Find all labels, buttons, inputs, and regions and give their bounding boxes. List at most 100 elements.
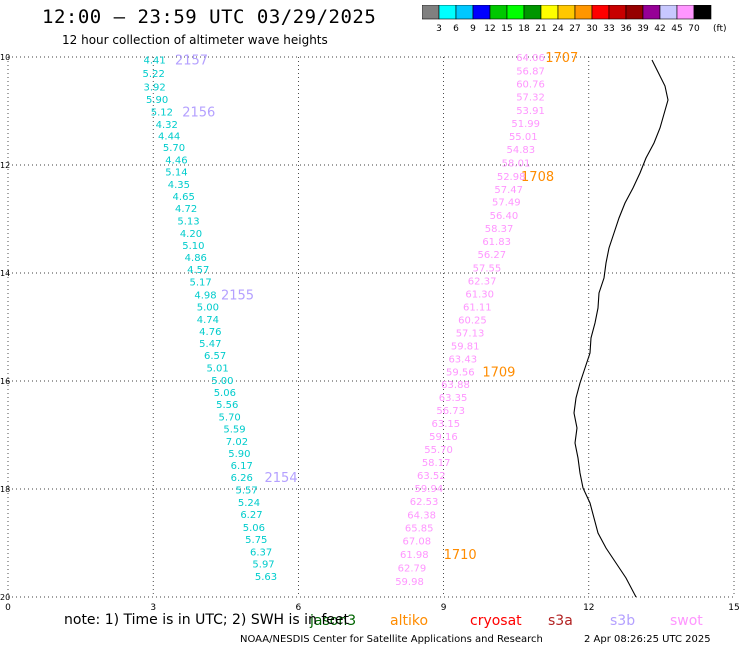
wave-height-label: 5.24	[238, 498, 260, 509]
wave-height-label: 6.57	[204, 351, 226, 362]
colorbar-tick-label: 12	[484, 24, 495, 34]
wave-height-label: 5.56	[216, 400, 238, 411]
wave-height-label: 5.75	[245, 535, 267, 546]
wave-height-label: 63.88	[441, 380, 470, 391]
x-tick-label: 15	[728, 603, 739, 613]
wave-height-label: 51.99	[511, 119, 540, 130]
y-tick-label: 10	[0, 53, 10, 62]
wave-height-label: 57.55	[473, 264, 502, 275]
pass-time-label: 1709	[482, 365, 515, 380]
wave-height-label: 4.44	[158, 131, 180, 142]
colorbar-tick-label: 36	[620, 24, 632, 34]
wave-height-label: 5.12	[151, 108, 173, 119]
wave-height-label: 59.98	[395, 577, 424, 588]
wave-height-label: 55.01	[509, 132, 538, 143]
x-tick-label: 9	[441, 603, 447, 613]
colorbar-legend: 3 6 9 12 15 18 21 24 27 30 33 36 39 42 45 70 (ft)	[422, 5, 727, 34]
colorbar-tick-label: 39	[637, 24, 649, 34]
wave-height-label: 57.49	[492, 198, 521, 209]
colorbar-tick-label: 9	[470, 24, 476, 34]
x-tick-label: 6	[296, 603, 302, 613]
wave-height-label: 54.83	[507, 145, 536, 156]
wave-height-label: 4.35	[168, 180, 190, 191]
wave-height-label: 60.76	[516, 79, 545, 90]
wave-height-label: 57.13	[456, 328, 485, 339]
colorbar-tick-label: 27	[569, 24, 580, 34]
wave-height-label: 5.01	[206, 364, 228, 375]
wave-height-label: 6.26	[231, 473, 253, 484]
wave-height-label: 62.53	[410, 497, 439, 508]
wave-height-label: 5.06	[243, 523, 265, 534]
wave-height-label: 64.06	[516, 53, 545, 64]
wave-height-label: 4.57	[187, 265, 209, 276]
coastline	[573, 59, 669, 598]
wave-height-label: 61.83	[482, 237, 511, 248]
wave-height-label: 61.30	[465, 290, 494, 301]
pass-time-label: 2154	[265, 471, 298, 486]
wave-height-label: 57.32	[516, 92, 545, 103]
wave-height-label: 5.70	[163, 143, 185, 154]
wave-height-label: 5.17	[190, 278, 212, 289]
credit-timestamp: 2 Apr 08:26:25 UTC 2025	[584, 634, 711, 645]
wave-height-label: 56.73	[436, 406, 465, 417]
wave-height-label: 55.70	[424, 445, 453, 456]
x-tick-label: 12	[583, 603, 594, 613]
wave-height-label: 5.00	[211, 376, 233, 387]
wave-height-label: 4.65	[173, 192, 195, 203]
pass-time-label: 1707	[545, 51, 578, 66]
wave-height-label: 4.32	[156, 120, 178, 131]
wave-height-label: 60.25	[458, 315, 487, 326]
colorbar-tick-label: 70	[688, 24, 700, 34]
note-prefix: note: 1) Time is in UTC; 2) SWH is in fe…	[64, 612, 350, 628]
colorbar-tick-label: 15	[501, 24, 512, 34]
colorbar-tick-label: 3	[436, 24, 442, 34]
colorbar-tick-label: 30	[586, 24, 598, 34]
wave-height-label: 5.14	[165, 167, 187, 178]
wave-height-label: 64.38	[407, 510, 436, 521]
colorbar-swatch	[693, 5, 712, 20]
wave-height-label: 5.97	[252, 560, 274, 571]
wave-height-label: 59.16	[429, 432, 458, 443]
wave-height-label: 63.35	[439, 393, 468, 404]
wave-height-label: 62.79	[398, 563, 427, 574]
wave-height-label: 5.90	[146, 95, 168, 106]
credit-text: NOAA/NESDIS Center for Satellite Applica…	[240, 634, 543, 645]
wave-height-label: 5.47	[199, 339, 221, 350]
satellite-legend-item: altiko	[390, 613, 428, 629]
colorbar-tick-label: 33	[603, 24, 614, 34]
wave-height-label: 4.41	[144, 56, 166, 67]
satellite-legend-item: s3b	[610, 613, 635, 629]
wave-height-label: 58.17	[422, 458, 451, 469]
colorbar-tick-label: 18	[518, 24, 530, 34]
wave-height-label: 56.40	[490, 211, 519, 222]
wave-height-label: 5.63	[255, 572, 277, 583]
colorbar-tick-label: 45	[671, 24, 682, 34]
wave-height-label: 63.43	[448, 354, 477, 365]
wave-height-label: 4.98	[194, 291, 216, 302]
wave-height-label: 59.94	[415, 484, 444, 495]
note-text: note: 1) Time is in UTC; 2) SWH is in fe…	[64, 612, 349, 628]
colorbar-tick-label: 24	[552, 24, 564, 34]
wave-height-label: 63.15	[432, 419, 461, 430]
wave-height-label: 5.13	[177, 217, 199, 228]
wave-height-label: 61.98	[400, 550, 429, 561]
wave-height-label: 5.00	[197, 302, 219, 313]
wave-height-label: 58.01	[502, 158, 531, 169]
satellite-legend-item: s3a	[548, 613, 573, 629]
wave-height-label: 5.22	[143, 69, 165, 80]
wave-height-label: 59.81	[451, 341, 480, 352]
satellite-legend-item: jason3	[309, 613, 356, 629]
pass-time-label: 2157	[175, 54, 208, 69]
wave-height-label: 58.37	[485, 224, 514, 235]
wave-height-label: 63.52	[417, 471, 446, 482]
wave-height-label: 6.27	[240, 510, 262, 521]
pass-time-label: 2156	[182, 106, 215, 121]
wave-height-label: 4.76	[199, 327, 221, 338]
wave-height-label: 4.74	[197, 315, 219, 326]
x-tick-label: 0	[5, 603, 11, 613]
pass-time-label: 1710	[444, 548, 477, 563]
wave-height-label: 4.20	[180, 229, 202, 240]
y-tick-label: 20	[0, 593, 10, 602]
wave-height-label: 61.11	[463, 302, 492, 313]
